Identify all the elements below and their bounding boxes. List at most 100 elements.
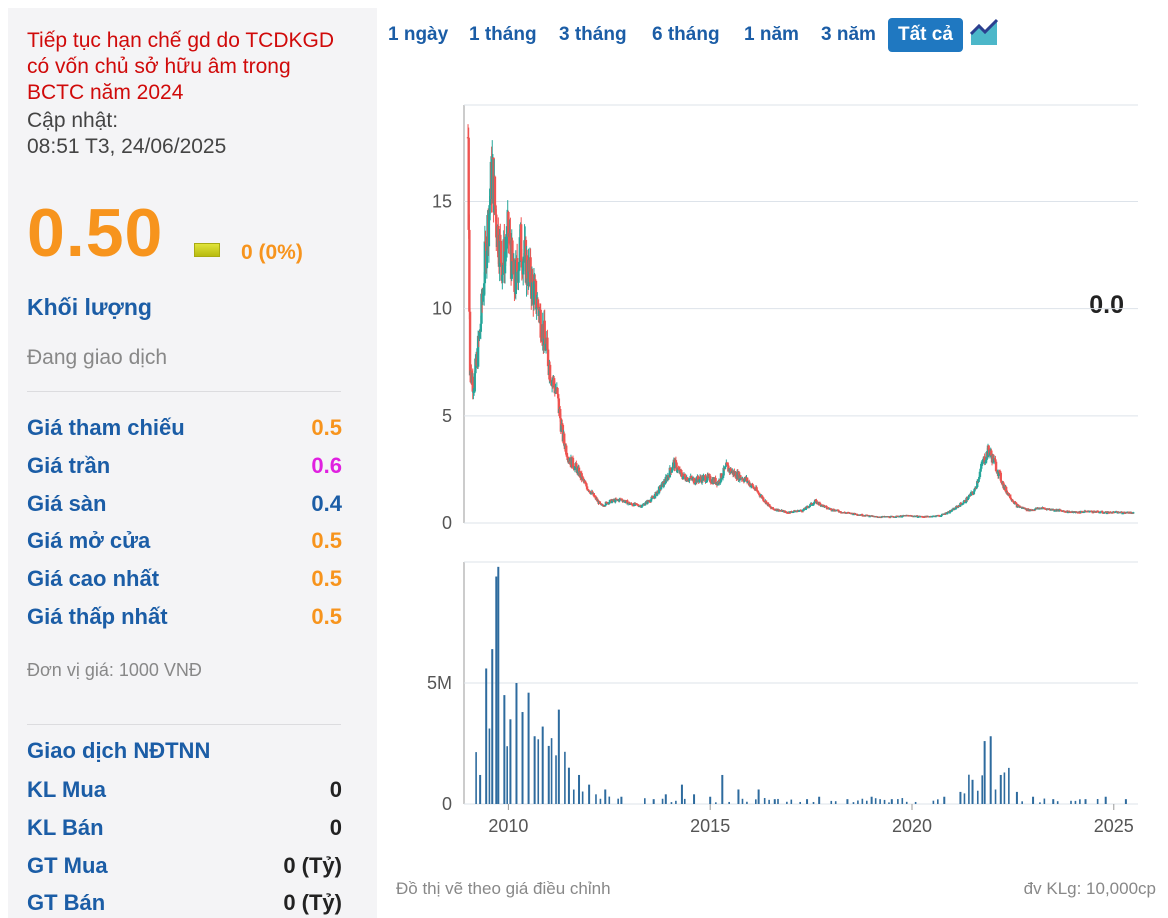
candle-body [546, 337, 549, 350]
candle-body [988, 452, 992, 456]
candle-body [984, 462, 987, 464]
candle-body [1058, 509, 1062, 511]
candle-body [566, 456, 569, 461]
candle-body [513, 261, 516, 292]
candle-body [751, 483, 754, 486]
candle-body [756, 490, 759, 492]
candle-body [504, 249, 507, 252]
candle-body [818, 502, 822, 504]
volume-label: Khối lượng [27, 294, 152, 320]
candle-body [561, 424, 565, 442]
volume-bar [728, 801, 730, 804]
candle-body [565, 454, 569, 457]
volume-bar [675, 800, 677, 804]
foreign-trading-title: Giao dịch NĐTNN [27, 738, 211, 763]
candle-body [628, 503, 632, 506]
volume-bar [799, 801, 801, 804]
candle-body [671, 462, 675, 468]
candle-body [831, 510, 834, 512]
volume-bar [897, 799, 899, 804]
candle-body [988, 449, 991, 456]
candle-body [1120, 511, 1124, 514]
volume-bar [664, 794, 667, 804]
candle-body [894, 516, 898, 518]
candle-body [1080, 511, 1084, 513]
tab-3-years[interactable]: 3 năm [821, 24, 876, 45]
candle-body [646, 500, 649, 504]
candle-body [961, 503, 965, 505]
candle-body [488, 205, 491, 215]
candle-body [546, 349, 550, 367]
candle-body [674, 460, 677, 469]
candle-body [1086, 511, 1089, 513]
volume-bar [1052, 799, 1055, 804]
area-chart-icon[interactable] [970, 18, 998, 46]
candle-body [888, 516, 891, 519]
candle-body [940, 514, 943, 517]
candle-body [821, 504, 825, 506]
candle-body [517, 270, 520, 283]
candle-body [466, 137, 470, 139]
candle-body [934, 516, 937, 518]
candle-body [618, 498, 621, 502]
price-change: 0 (0%) [241, 241, 303, 264]
candle-body [497, 225, 500, 258]
price-row-open: Giá mở cửa 0.5 [27, 528, 342, 556]
candle-body [482, 283, 486, 294]
candle-body [571, 457, 575, 467]
volume-bar [1104, 796, 1107, 804]
volume-bar [1074, 800, 1077, 804]
volume-bar [521, 712, 524, 804]
candle-body [467, 137, 470, 230]
candle-body [549, 380, 552, 383]
volume-bar [777, 798, 779, 804]
volume-bar [509, 719, 512, 804]
candle-body [598, 501, 602, 504]
candle-body [1128, 511, 1131, 513]
volume-bar [976, 790, 979, 804]
candle-body [499, 240, 503, 263]
candle-body [1095, 511, 1098, 513]
candle-body [523, 240, 526, 257]
tab-3-months[interactable]: 3 tháng [559, 24, 627, 45]
candle-body [479, 323, 483, 332]
candle-body [966, 498, 970, 501]
candle-body [682, 476, 685, 480]
candle-body [604, 505, 607, 507]
volume-bar [1079, 799, 1081, 804]
candle-body [800, 510, 803, 512]
candle-body [727, 465, 730, 472]
candle-body [704, 481, 708, 483]
candle-body [471, 376, 474, 392]
candle-body [943, 513, 947, 515]
tab-1-day[interactable]: 1 ngày [388, 24, 449, 45]
candle-body [704, 476, 707, 483]
candle-body [536, 299, 540, 308]
candle-body [795, 511, 799, 513]
candle-body [962, 501, 965, 504]
tab-1-year[interactable]: 1 năm [744, 24, 799, 45]
candle-body [743, 479, 746, 482]
foreign-row-label: KL Bán [27, 815, 104, 840]
trading-status: Đang giao dịch [27, 346, 168, 369]
candle-body [807, 506, 811, 508]
tab-all[interactable]: Tất cả [888, 18, 963, 52]
volume-bar [883, 799, 886, 804]
volume-bar [1003, 772, 1006, 804]
tab-1-month[interactable]: 1 tháng [469, 24, 537, 45]
candle-body [975, 486, 978, 489]
tab-6-months[interactable]: 6 tháng [652, 24, 720, 45]
candle-body [964, 502, 968, 504]
candle-body [790, 511, 793, 513]
candle-body [1017, 505, 1021, 508]
candle-body [692, 477, 696, 484]
candle-body [1025, 508, 1028, 511]
price-tick-label: 15 [432, 191, 452, 211]
candle-body [810, 502, 813, 505]
candle-body [718, 479, 721, 483]
candle-body [653, 494, 657, 499]
candle-body [769, 506, 772, 509]
candle-body [683, 473, 686, 477]
volume-bar [693, 794, 696, 804]
volume-bar [818, 796, 821, 804]
